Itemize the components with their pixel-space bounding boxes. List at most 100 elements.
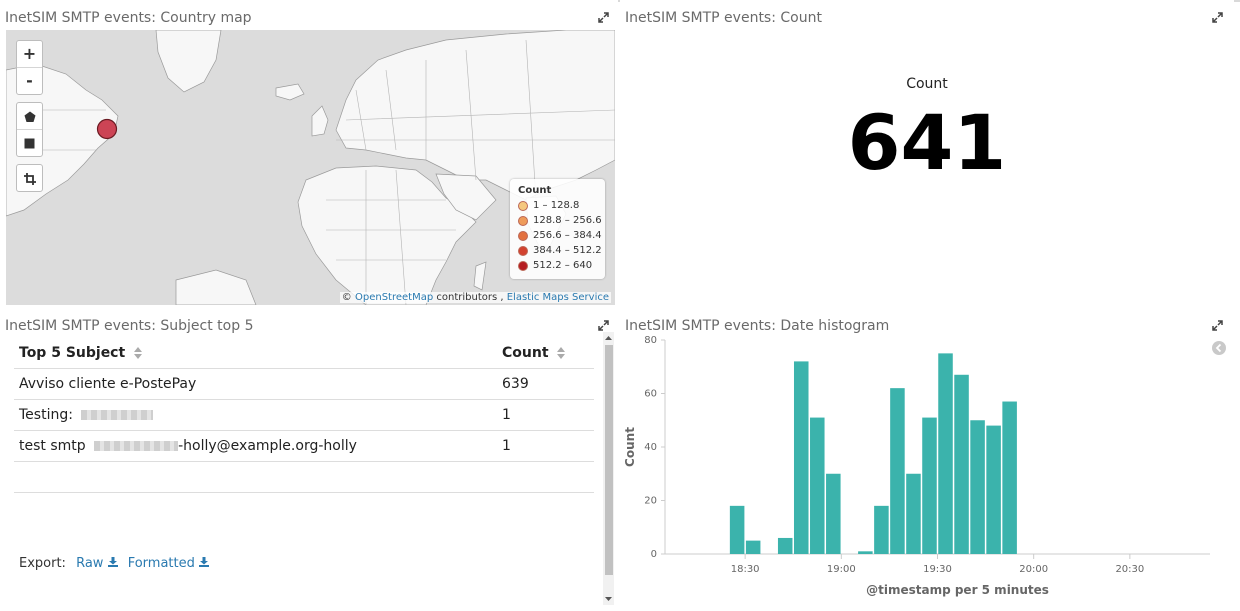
legend-swatch — [518, 230, 528, 241]
metric-label: Count — [906, 76, 948, 92]
y-tick-label: 40 — [644, 442, 657, 453]
map-legend: Count 1 – 128.8 128.8 – 256.6 256.6 – 384.… — [510, 179, 605, 279]
subject-cell: Testing: — [14, 399, 497, 431]
y-tick-label: 60 — [644, 389, 657, 400]
count-cell: 1 — [497, 399, 594, 431]
histogram-bar[interactable] — [1002, 401, 1017, 554]
x-tick-label: 19:00 — [827, 564, 856, 575]
count-column-header[interactable]: Count — [497, 338, 594, 369]
legend-label: 128.8 – 256.6 — [533, 215, 602, 226]
histogram-bar[interactable] — [729, 505, 745, 554]
elastic-maps-service-link[interactable]: Elastic Maps Service — [506, 292, 609, 303]
subject-column-header[interactable]: Top 5 Subject — [14, 338, 497, 369]
subject-cell: test smtp -holly@example.org-holly — [14, 430, 497, 462]
y-tick-label: 20 — [644, 496, 657, 507]
legend-label: 384.4 – 512.2 — [533, 245, 602, 256]
legend-swatch — [518, 245, 528, 256]
histogram-bar[interactable] — [986, 425, 1001, 554]
attribution-middle-text: contributors , — [436, 292, 504, 303]
expand-icon[interactable] — [1212, 320, 1223, 331]
table-row: Testing: 1 — [14, 399, 594, 431]
openstreetmap-link[interactable]: OpenStreetMap — [354, 292, 434, 303]
legend-swatch — [518, 200, 528, 211]
expand-icon[interactable] — [598, 12, 609, 23]
subject-text: test smtp — [19, 438, 86, 454]
y-tick-label: 0 — [651, 549, 657, 560]
y-axis-title: Count — [623, 427, 637, 467]
legend-item: 512.2 – 640 — [510, 258, 605, 273]
x-tick-label: 18:30 — [731, 564, 760, 575]
count-cell: 1 — [497, 430, 594, 462]
scroll-up-icon[interactable] — [603, 334, 614, 342]
expand-icon[interactable] — [598, 320, 609, 331]
legend-item: 256.6 – 384.4 — [510, 228, 605, 243]
sort-icon — [134, 347, 143, 359]
scrollbar-thumb[interactable] — [605, 345, 613, 575]
rectangle-icon — [24, 138, 35, 149]
y-tick-label: 80 — [644, 335, 657, 346]
date-histogram-chart: 0 20 40 60 80 18:30 19:00 19:30 20:00 20:30 @times… — [623, 335, 1210, 597]
legend-item: 128.8 – 256.6 — [510, 213, 605, 228]
sort-icon — [557, 347, 566, 359]
legend-item: 384.4 – 512.2 — [510, 243, 605, 258]
histogram-bar[interactable] — [874, 505, 889, 554]
redacted-text — [94, 441, 179, 451]
subject-text: Testing: — [19, 407, 73, 423]
legend-item: 1 – 128.8 — [510, 198, 605, 213]
crop-icon — [23, 172, 36, 185]
subject-table: Top 5 Subject Count Avviso cliente e-Pos… — [14, 338, 594, 493]
country-map-panel: InetSIM SMTP events: Country map — [0, 0, 618, 308]
histogram-bar[interactable] — [890, 388, 905, 554]
redacted-text — [81, 410, 154, 420]
export-formatted-link[interactable]: Formatted — [127, 556, 210, 571]
subject-header-label: Top 5 Subject — [19, 345, 126, 361]
draw-rectangle-button[interactable] — [17, 129, 42, 156]
subject-cell: Avviso cliente e-PostePay — [14, 368, 497, 400]
legend-title: Count — [518, 185, 552, 196]
legend-toggle-icon[interactable] — [1212, 341, 1226, 355]
panel-title: InetSIM SMTP events: Subject top 5 — [5, 318, 254, 334]
x-axis-title: @timestamp per 5 minutes — [866, 583, 1049, 597]
x-tick-label: 20:30 — [1115, 564, 1144, 575]
fit-data-bounds-button[interactable] — [17, 165, 42, 191]
histogram-bar[interactable] — [938, 353, 953, 554]
zoom-controls: + - — [16, 40, 43, 95]
histogram-bar[interactable] — [826, 473, 841, 554]
histogram-bar[interactable] — [793, 361, 809, 554]
histogram-bar[interactable] — [810, 417, 825, 554]
histogram-bar[interactable] — [954, 374, 969, 554]
x-tick-label: 20:00 — [1019, 564, 1048, 575]
polygon-icon — [24, 111, 35, 122]
export-label: Export: — [19, 556, 66, 571]
copyright-symbol: © — [341, 292, 352, 303]
download-icon — [107, 557, 118, 567]
map-attribution: © OpenStreetMap contributors , Elastic M… — [339, 292, 611, 303]
map-land-layer — [6, 30, 615, 305]
legend-label: 256.6 – 384.4 — [533, 230, 602, 241]
export-raw-link[interactable]: Raw — [76, 556, 118, 571]
panel-title: InetSIM SMTP events: Country map — [5, 10, 252, 26]
histogram-bar[interactable] — [858, 551, 873, 554]
histogram-bar[interactable] — [777, 537, 793, 554]
count-cell: 639 — [497, 368, 594, 400]
fit-bounds-control — [16, 164, 43, 192]
legend-swatch — [518, 215, 528, 226]
histogram-bar[interactable] — [922, 417, 937, 554]
draw-polygon-button[interactable] — [17, 103, 42, 129]
metric-value: 641 — [847, 98, 1007, 187]
export-formatted-label: Formatted — [127, 556, 195, 571]
histogram-bar[interactable] — [906, 473, 921, 554]
zoom-in-button[interactable]: + — [22, 44, 37, 63]
zoom-out-button[interactable]: - — [17, 67, 42, 94]
histogram-bar[interactable] — [970, 420, 985, 554]
panel-title: InetSIM SMTP events: Date histogram — [625, 318, 890, 334]
expand-icon[interactable] — [1212, 12, 1223, 23]
scroll-down-icon[interactable] — [603, 595, 614, 603]
legend-label: 512.2 – 640 — [533, 260, 593, 271]
country-count-marker[interactable] — [96, 118, 118, 140]
histogram-bar[interactable] — [745, 540, 761, 554]
table-row-empty — [14, 461, 594, 493]
legend-swatch — [518, 260, 528, 271]
world-map[interactable]: + - Count 1 – 128.8 128.8 – 256.6 256.6 – … — [6, 30, 615, 305]
subject-suffix: -holly@example.org-holly — [178, 438, 357, 454]
